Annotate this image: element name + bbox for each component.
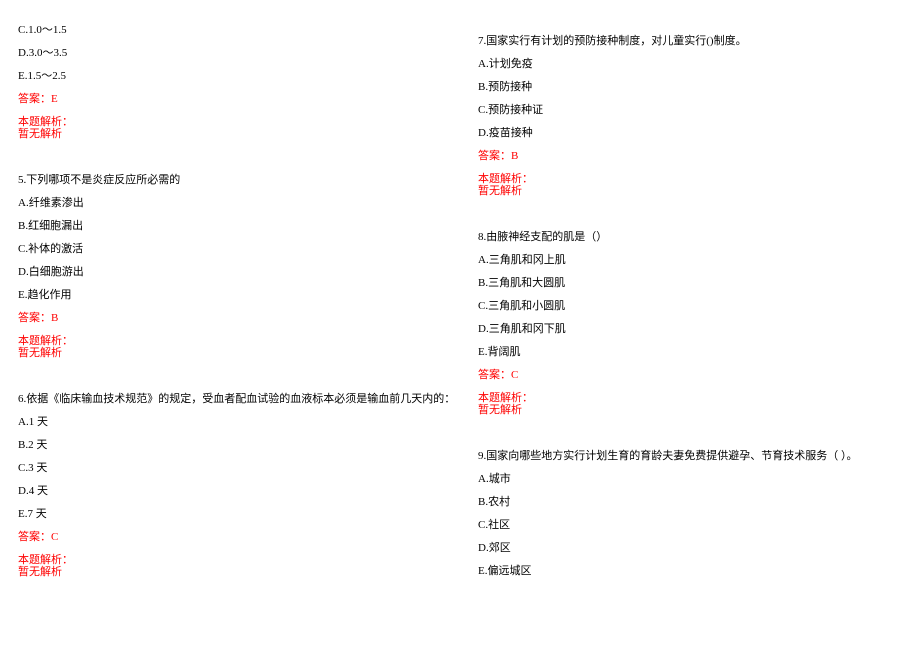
option-text: D.白细胞游出: [18, 265, 84, 280]
option-text: C.补体的激活: [18, 242, 83, 257]
option-text: A.1 天: [18, 415, 48, 430]
option-text: B.农村: [478, 495, 510, 510]
option-text: A.三角肌和冈上肌: [478, 253, 566, 268]
answer-line: 答案：C: [478, 368, 518, 383]
option-text: C.预防接种证: [478, 103, 543, 118]
option-text: E.背阔肌: [478, 345, 520, 360]
analysis-text: 暂无解析: [478, 184, 522, 199]
option-text: C.3 天: [18, 461, 47, 476]
option-text: E.1.5～2.5: [18, 69, 66, 84]
option-text: D.4 天: [18, 484, 48, 499]
option-text: E.7 天: [18, 507, 47, 522]
option-text: D.疫苗接种: [478, 126, 533, 141]
option-text: D.三角肌和冈下肌: [478, 322, 566, 337]
option-text: B.红细胞漏出: [18, 219, 83, 234]
option-text: E.偏远城区: [478, 564, 531, 579]
question-text: 6.依据《临床输血技术规范》的规定，受血者配血试验的血液标本必须是输血前几天内的…: [18, 392, 455, 407]
option-text: C.1.0～1.5: [18, 23, 67, 38]
question-text: 8.由腋神经支配的肌是（）: [478, 230, 607, 245]
question-text: 5.下列哪项不是炎症反应所必需的: [18, 173, 180, 188]
answer-line: 答案：C: [18, 530, 58, 545]
answer-line: 答案：B: [18, 311, 58, 326]
analysis-text: 暂无解析: [18, 565, 62, 580]
answer-line: 答案：B: [478, 149, 518, 164]
answer-line: 答案：E: [18, 92, 58, 107]
question-text: 7.国家实行有计划的预防接种制度，对儿童实行()制度。: [478, 34, 747, 49]
option-text: A.纤维素渗出: [18, 196, 84, 211]
analysis-text: 暂无解析: [18, 127, 62, 142]
question-text: 9.国家向哪些地方实行计划生育的育龄夫妻免费提供避孕、节育技术服务（ ）。: [478, 449, 858, 464]
option-text: D.3.0～3.5: [18, 46, 67, 61]
option-text: B.2 天: [18, 438, 47, 453]
option-text: C.三角肌和小圆肌: [478, 299, 565, 314]
analysis-text: 暂无解析: [18, 346, 62, 361]
option-text: A.城市: [478, 472, 511, 487]
option-text: B.预防接种: [478, 80, 532, 95]
analysis-text: 暂无解析: [478, 403, 522, 418]
option-text: D.郊区: [478, 541, 511, 556]
option-text: A.计划免疫: [478, 57, 533, 72]
option-text: B.三角肌和大圆肌: [478, 276, 565, 291]
option-text: E.趋化作用: [18, 288, 71, 303]
option-text: C.社区: [478, 518, 510, 533]
